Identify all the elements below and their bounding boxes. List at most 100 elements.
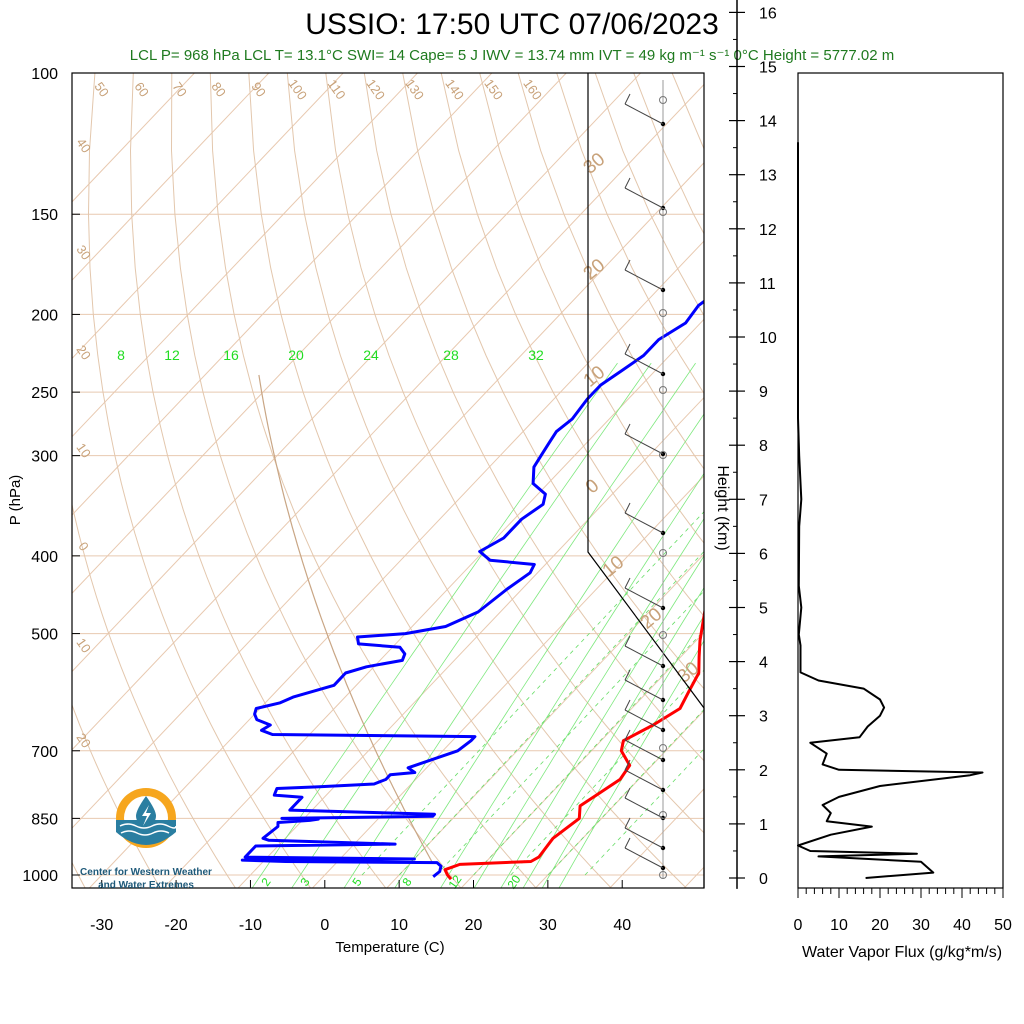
moist-adiabat-line [547, 708, 704, 876]
flux-frame [797, 72, 1004, 889]
theta-e-label: 30 [73, 242, 94, 262]
barb-region-border [587, 73, 705, 888]
dry-adiabat-line [286, 73, 688, 888]
mixing-ratio-label: 3 [297, 875, 312, 889]
mixing-ratio-label: 8 [399, 875, 414, 889]
y-axis-title: P (hPa) [7, 475, 24, 526]
barb-calm-circle [659, 549, 667, 557]
wind-barb [624, 709, 664, 731]
wind-barb-flag [624, 93, 631, 105]
theta-label: 130 [402, 76, 427, 102]
cw3e-logo: Center for Western Weather and Water Ext… [80, 788, 212, 891]
dewpoint-series-line [240, 299, 704, 878]
dry-adiabat-line [72, 703, 161, 888]
x-tick-label: 20 [465, 917, 483, 934]
wind-barb [624, 645, 664, 667]
moist-adiabat-line [473, 630, 704, 876]
theta-e-label: 40 [73, 135, 94, 155]
height-tick-label: 4 [759, 655, 768, 672]
flux-x-tick-label: 0 [794, 917, 803, 934]
wind-barb-flag [624, 787, 631, 799]
theta-e-label: 30 [580, 149, 610, 179]
wind-barb-flag [624, 759, 631, 771]
isotherm-line [88, 240, 704, 888]
isotherm-line [163, 318, 704, 888]
isotherm-line [72, 73, 270, 281]
theta-label: 70 [169, 79, 190, 99]
height-tick-label: 5 [759, 601, 768, 618]
dry-adiabat-line [72, 502, 237, 888]
x-tick-label: 0 [320, 917, 329, 934]
height-tick-label: 6 [759, 546, 768, 563]
isotherm-line [386, 553, 704, 888]
wind-barb [624, 739, 664, 761]
height-tick-label: 14 [759, 114, 777, 131]
isotherm-line [534, 709, 704, 888]
flux-x-tick-label: 10 [830, 917, 848, 934]
wind-barb [624, 433, 664, 455]
barb-calm-circle [659, 631, 667, 639]
wind-barb [624, 353, 664, 375]
y-tick-label: 150 [31, 207, 58, 224]
y-tick-label: 200 [31, 307, 58, 324]
isotherm-line [72, 73, 418, 438]
wind-barb-flag [624, 343, 631, 355]
dry-adiabat-line [788, 73, 1024, 892]
mixing-ratio-label: 24 [363, 347, 379, 363]
theta-label: 80 [208, 79, 229, 99]
barb-calm-circle [659, 208, 667, 216]
dry-adiabat-line [749, 73, 1024, 892]
chart-title: USSIO: 17:50 UTC 07/06/2023 [305, 8, 719, 41]
theta-label: 50 [91, 79, 112, 99]
barb-calm-circle [659, 309, 667, 317]
dry-adiabat-line [170, 73, 462, 888]
wind-barb-flag [624, 699, 631, 711]
isotherm-line [72, 73, 195, 203]
isotherm-line [460, 631, 704, 888]
theta-e-label: 0 [582, 475, 604, 498]
mixing-ratio-label: 16 [223, 347, 239, 363]
mixing-ratio-line [558, 640, 704, 888]
logo-line-1: Center for Western Weather [80, 867, 212, 878]
height-tick-label: 15 [759, 60, 777, 77]
theta-e-label: 20 [73, 342, 94, 362]
dry-adiabat-line [517, 73, 704, 470]
height-tick-label: 8 [759, 438, 768, 455]
y-tick-label: 300 [31, 449, 58, 466]
moist-adiabat-line [436, 590, 704, 876]
mixing-ratio-label: 5 [349, 875, 364, 889]
mixing-ratio-line [440, 472, 704, 888]
y-tick-label: 850 [31, 811, 58, 828]
height-tick-label: 12 [759, 222, 777, 239]
mixing-ratio-line [291, 362, 652, 888]
wind-barb-flag [624, 669, 631, 681]
temperature-series-line [443, 608, 704, 881]
dry-adiabat-line [325, 73, 704, 834]
isotherm-line [72, 73, 344, 360]
barb-calm-circle [659, 871, 667, 879]
dry-adiabat-line [402, 73, 704, 690]
theta-label: 60 [131, 79, 152, 99]
dry-adiabat-line [440, 73, 704, 617]
theta-label: 110 [325, 77, 349, 103]
x-tick-label: -10 [239, 917, 262, 934]
wind-barb-flag [624, 837, 631, 849]
flux-x-tick-label: 40 [953, 917, 971, 934]
flux-x-tick-label: 20 [871, 917, 889, 934]
wind-barb-flag [624, 177, 631, 189]
isotherm-line [755, 73, 1024, 892]
moist-adiabat-line [510, 669, 704, 876]
wind-barb-flag [624, 423, 631, 435]
dry-adiabat-line [865, 73, 1024, 892]
theta-e-label: 10 [73, 440, 94, 460]
height-tick-label: 1 [759, 817, 768, 834]
theta-label: 140 [442, 76, 467, 102]
height-tick-label: 0 [759, 871, 768, 888]
wind-barb [624, 187, 664, 209]
y-tick-label: 250 [31, 385, 58, 402]
height-tick-label: 13 [759, 168, 777, 185]
x-tick-label: -20 [165, 917, 188, 934]
wind-barb [624, 847, 664, 869]
moist-adiabat-line [398, 550, 704, 876]
